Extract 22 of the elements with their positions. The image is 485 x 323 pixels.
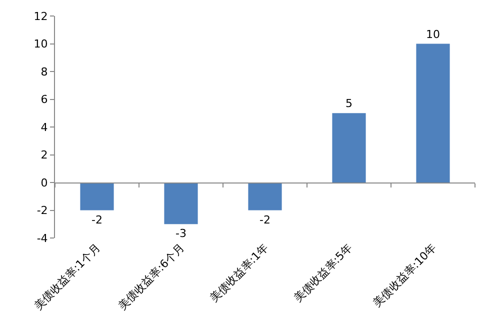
x-tick-label: 美债收益率:10年: [370, 241, 440, 310]
x-tick-label: 美债收益率:6个月: [116, 241, 188, 313]
bar: [80, 182, 114, 210]
bar: [248, 182, 282, 210]
x-tick-label: 美债收益率:5年: [292, 241, 356, 305]
data-label: -3: [176, 227, 186, 240]
y-tick-label: -2: [36, 204, 48, 218]
y-tick-label: 4: [40, 120, 48, 134]
bar: [332, 113, 366, 182]
bar: [164, 182, 198, 224]
data-label: -2: [92, 213, 102, 226]
y-tick-label: 12: [34, 10, 48, 23]
bar: [416, 44, 450, 182]
y-tick-label: 8: [40, 65, 48, 78]
y-tick-label: 10: [34, 38, 48, 51]
y-tick-label: 0: [40, 176, 48, 190]
data-label: 10: [426, 28, 440, 41]
y-tick-label: 2: [40, 148, 48, 162]
y-tick-label: 6: [40, 93, 48, 106]
x-tick-label: 美债收益率:1年: [208, 241, 272, 305]
data-label: 5: [346, 97, 352, 110]
data-label: -2: [260, 213, 270, 226]
